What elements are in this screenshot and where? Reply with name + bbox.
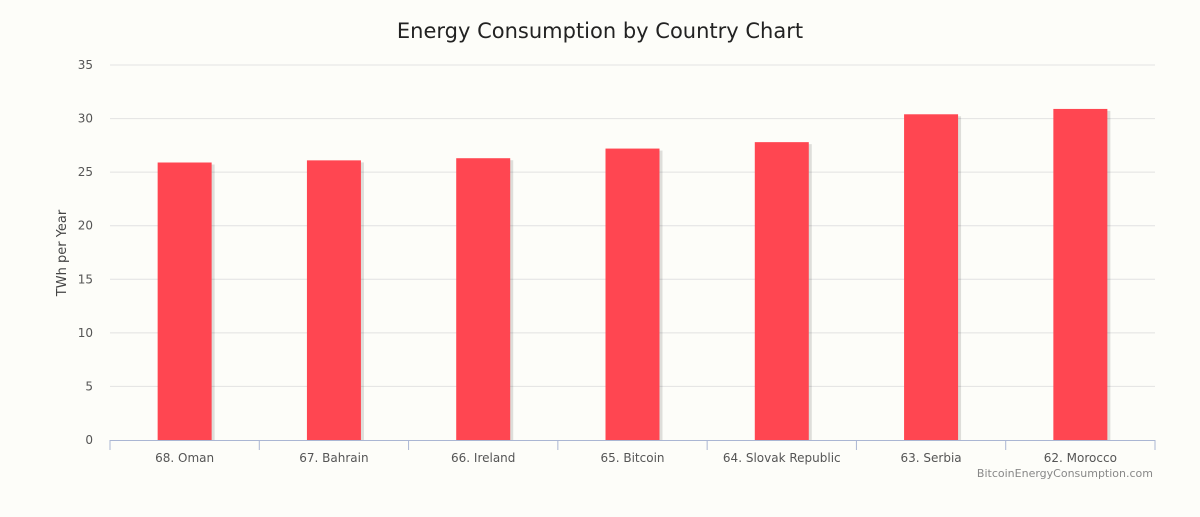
- y-tick-label: 5: [85, 379, 93, 393]
- bar[interactable]: [456, 158, 511, 440]
- x-tick-label: 62. Morocco: [1044, 451, 1117, 465]
- x-tick-label: 65. Bitcoin: [600, 451, 664, 465]
- x-tick-label: 67. Bahrain: [299, 451, 368, 465]
- y-tick-label: 20: [78, 219, 93, 233]
- bar[interactable]: [157, 162, 212, 441]
- chart-credit[interactable]: BitcoinEnergyConsumption.com: [977, 467, 1153, 480]
- bar[interactable]: [1053, 108, 1108, 440]
- y-tick-label: 10: [78, 326, 93, 340]
- y-tick-label: 0: [85, 433, 93, 447]
- y-tick-label: 30: [78, 112, 93, 126]
- x-tick-label: 64. Slovak Republic: [723, 451, 841, 465]
- x-tick-label: 68. Oman: [155, 451, 214, 465]
- y-tick-label: 35: [78, 58, 93, 72]
- x-tick-label: 66. Ireland: [451, 451, 515, 465]
- bar[interactable]: [904, 114, 959, 441]
- y-tick-label: 15: [78, 272, 93, 286]
- x-axis: 68. Oman 67. Bahrain 66. Ireland 65. Bitcoi…: [109, 440, 1156, 465]
- bar[interactable]: [605, 148, 660, 441]
- y-axis-ticks: 0 5 10 15 20 25 30 35: [78, 58, 93, 447]
- y-tick-label: 25: [78, 165, 93, 179]
- y-axis-label: TWh per Year: [55, 209, 70, 297]
- chart-title: Energy Consumption by Country Chart: [397, 19, 803, 43]
- x-tick-label: 63. Serbia: [901, 451, 962, 465]
- bar[interactable]: [754, 142, 809, 440]
- bars: [157, 108, 1111, 441]
- bar[interactable]: [306, 160, 361, 440]
